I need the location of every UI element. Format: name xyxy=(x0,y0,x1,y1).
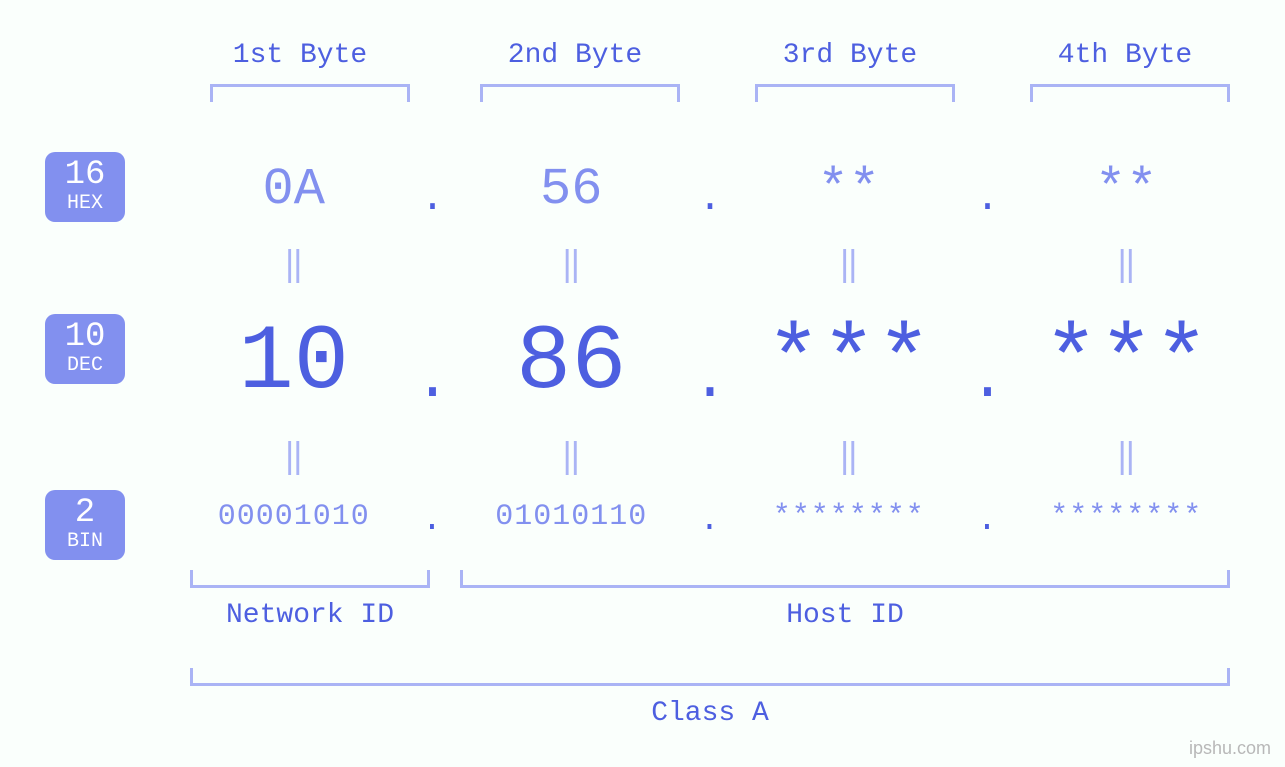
eq-1-3: ‖ xyxy=(730,244,968,286)
bin-dot-2: . xyxy=(690,502,730,540)
hex-dot-1: . xyxy=(413,177,453,222)
top-bracket-3 xyxy=(755,84,955,102)
badge-hex-num: 16 xyxy=(45,158,125,192)
eq-1-4: ‖ xyxy=(1008,244,1246,286)
dec-dot-2: . xyxy=(690,347,730,415)
byte-header-3: 3rd Byte xyxy=(750,40,950,71)
badge-bin-label: BIN xyxy=(45,532,125,552)
dec-byte-3: *** xyxy=(730,310,968,415)
eq-2-4: ‖ xyxy=(1008,436,1246,478)
network-id-label: Network ID xyxy=(190,600,430,631)
badge-dec-num: 10 xyxy=(45,320,125,354)
bin-byte-3: ******** xyxy=(730,500,968,534)
ip-diagram: 1st Byte 2nd Byte 3rd Byte 4th Byte 16 H… xyxy=(0,0,1285,767)
hex-byte-1: 0A xyxy=(175,160,413,219)
hex-byte-4: ** xyxy=(1008,160,1246,219)
badge-hex-label: HEX xyxy=(45,194,125,214)
dec-byte-4: *** xyxy=(1008,310,1246,415)
badge-bin: 2 BIN xyxy=(45,490,125,560)
hex-byte-3: ** xyxy=(730,160,968,219)
class-bracket xyxy=(190,668,1230,686)
top-bracket-4 xyxy=(1030,84,1230,102)
dec-row: 10 . 86 . *** . *** xyxy=(175,310,1245,415)
watermark: ipshu.com xyxy=(1189,738,1271,759)
bin-byte-2: 01010110 xyxy=(453,500,691,534)
top-bracket-1 xyxy=(210,84,410,102)
dec-dot-1: . xyxy=(413,347,453,415)
hex-dot-2: . xyxy=(690,177,730,222)
hex-row: 0A . 56 . ** . ** xyxy=(175,160,1245,219)
bin-dot-1: . xyxy=(413,502,453,540)
network-bracket xyxy=(190,570,430,588)
bin-dot-3: . xyxy=(968,502,1008,540)
bin-row: 00001010 . 01010110 . ******** . *******… xyxy=(175,498,1245,536)
host-bracket xyxy=(460,570,1230,588)
top-bracket-2 xyxy=(480,84,680,102)
eq-1-2: ‖ xyxy=(453,244,691,286)
hex-byte-2: 56 xyxy=(453,160,691,219)
byte-header-2: 2nd Byte xyxy=(475,40,675,71)
byte-header-4: 4th Byte xyxy=(1025,40,1225,71)
dec-byte-1: 10 xyxy=(175,310,413,415)
eq-1-1: ‖ xyxy=(175,244,413,286)
eq-2-1: ‖ xyxy=(175,436,413,478)
eq-2-2: ‖ xyxy=(453,436,691,478)
eq-2-3: ‖ xyxy=(730,436,968,478)
badge-hex: 16 HEX xyxy=(45,152,125,222)
equals-row-1: ‖ ‖ ‖ ‖ xyxy=(175,244,1245,286)
equals-row-2: ‖ ‖ ‖ ‖ xyxy=(175,436,1245,478)
byte-header-1: 1st Byte xyxy=(200,40,400,71)
dec-dot-3: . xyxy=(968,347,1008,415)
hex-dot-3: . xyxy=(968,177,1008,222)
bin-byte-4: ******** xyxy=(1008,500,1246,534)
dec-byte-2: 86 xyxy=(453,310,691,415)
badge-bin-num: 2 xyxy=(45,496,125,530)
badge-dec-label: DEC xyxy=(45,356,125,376)
host-id-label: Host ID xyxy=(460,600,1230,631)
bin-byte-1: 00001010 xyxy=(175,500,413,534)
class-label: Class A xyxy=(190,698,1230,729)
badge-dec: 10 DEC xyxy=(45,314,125,384)
